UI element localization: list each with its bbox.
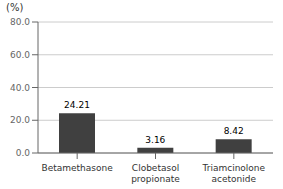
- svg-text:Triamcinoloneacetonide: Triamcinoloneacetonide: [202, 163, 266, 184]
- svg-text:0.0: 0.0: [16, 148, 31, 158]
- svg-text:20.0: 20.0: [10, 115, 30, 125]
- svg-text:60.0: 60.0: [10, 50, 30, 60]
- svg-text:24.21: 24.21: [64, 100, 90, 110]
- svg-text:40.0: 40.0: [10, 83, 30, 93]
- svg-text:Betamethasone: Betamethasone: [42, 163, 114, 173]
- svg-text:8.42: 8.42: [224, 126, 244, 136]
- svg-text:3.16: 3.16: [145, 135, 165, 145]
- svg-text:80.0: 80.0: [10, 17, 30, 27]
- svg-text:Clobetasolpropionate: Clobetasolpropionate: [131, 163, 180, 184]
